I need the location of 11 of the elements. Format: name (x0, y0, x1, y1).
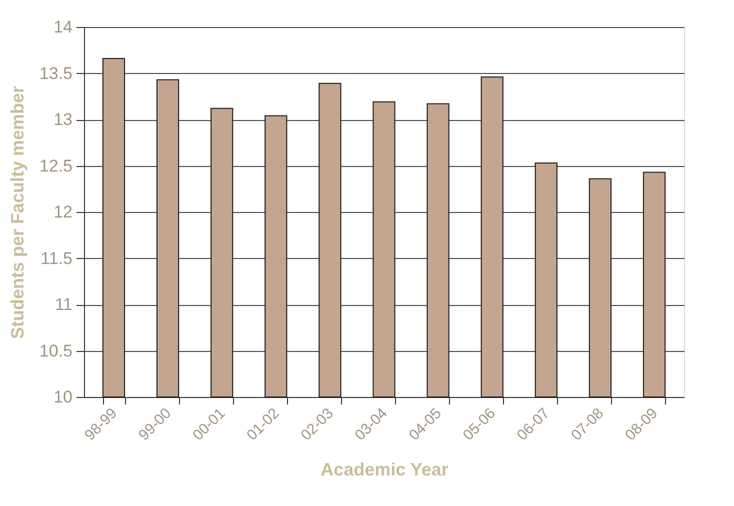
y-tick-label: 10.5 (39, 341, 72, 360)
y-tick-label: 10 (54, 388, 72, 406)
y-axis-title: Students per Faculty member (7, 86, 28, 340)
y-tick-label: 11 (54, 295, 72, 314)
y-tick-label: 13.5 (39, 64, 72, 83)
y-tick-label: 11.5 (40, 248, 72, 268)
y-tick-label: 12.5 (39, 156, 72, 176)
x-axis-title: Academic Year (320, 459, 448, 480)
y-tick-label: 12 (54, 202, 72, 222)
y-tick-label: 14 (54, 18, 72, 36)
y-tick-label: 13 (54, 110, 72, 129)
